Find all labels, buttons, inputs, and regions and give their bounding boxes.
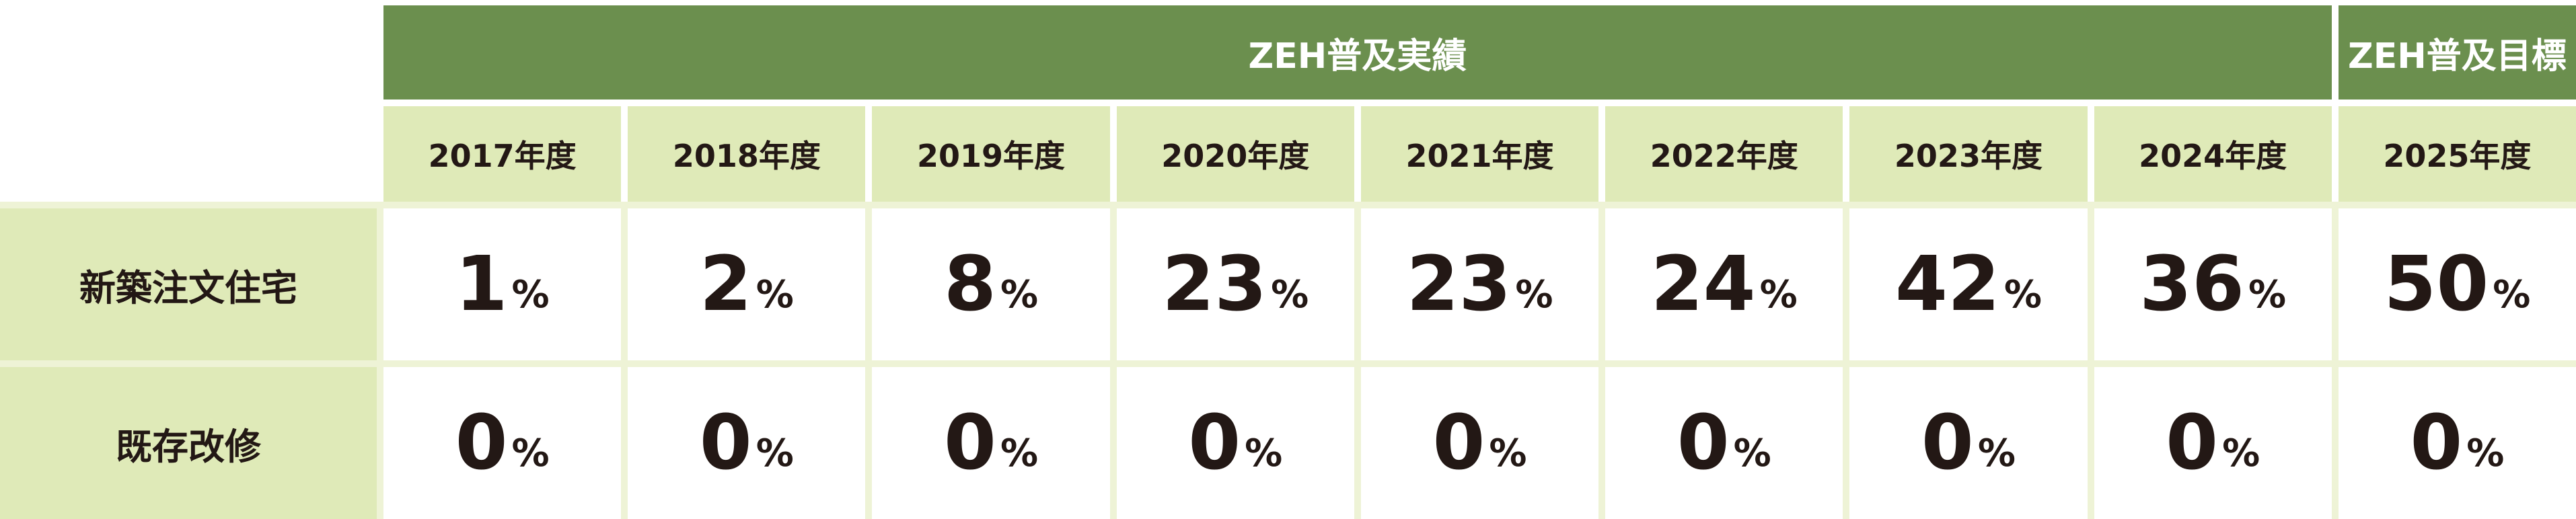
value-cell: 0%	[1605, 367, 1843, 519]
value-number: 0	[1677, 399, 1730, 487]
value-unit: %	[2003, 272, 2042, 317]
value-cell: 23%	[1116, 208, 1354, 360]
value-unit: %	[1000, 272, 1039, 317]
value-number: 0	[1188, 399, 1241, 487]
value-unit: %	[2222, 431, 2260, 475]
value-number: 0	[944, 399, 996, 487]
value-unit: %	[756, 272, 794, 317]
value-number: 36	[2139, 241, 2245, 328]
value-cell: 0%	[1849, 367, 2088, 519]
value-cell: 2%	[628, 208, 866, 360]
value-cell: 36%	[2094, 208, 2332, 360]
year-header: 2023年度	[1849, 106, 2088, 202]
value-cell: 42%	[1849, 208, 2088, 360]
value-unit: %	[1759, 272, 1798, 317]
value-unit: %	[1489, 431, 1527, 475]
value-number: 8	[944, 241, 996, 328]
value-number: 0	[1432, 399, 1485, 487]
year-header: 2018年度	[628, 106, 866, 202]
value-unit: %	[1977, 431, 2016, 475]
value-cell: 50%	[2338, 208, 2576, 360]
year-header: 2019年度	[872, 106, 1110, 202]
row-header: 新築注文住宅	[0, 208, 377, 360]
value-number: 42	[1894, 241, 2000, 328]
value-cell: 23%	[1360, 208, 1599, 360]
value-unit: %	[1245, 431, 1283, 475]
value-number: 2	[699, 241, 752, 328]
value-number: 23	[1406, 241, 1512, 328]
value-number: 50	[2384, 241, 2489, 328]
value-number: 23	[1162, 241, 1267, 328]
year-header: 2020年度	[1116, 106, 1354, 202]
value-number: 0	[1921, 399, 1974, 487]
value-number: 24	[1650, 241, 1756, 328]
value-unit: %	[511, 272, 550, 317]
year-header: 2024年度	[2094, 106, 2332, 202]
value-cell: 24%	[1605, 208, 1843, 360]
value-unit: %	[1271, 272, 1309, 317]
value-cell: 0%	[2094, 367, 2332, 519]
year-header: 2021年度	[1360, 106, 1599, 202]
row-header: 既存改修	[0, 367, 377, 519]
value-unit: %	[1515, 272, 1553, 317]
value-unit: %	[511, 431, 550, 475]
value-unit: %	[2466, 431, 2505, 475]
year-header: 2017年度	[383, 106, 622, 202]
value-number: 1	[455, 241, 508, 328]
group-header: ZEH普及実績	[383, 5, 2332, 99]
value-number: 0	[2410, 399, 2463, 487]
value-unit: %	[1000, 431, 1039, 475]
value-cell: 0%	[872, 367, 1110, 519]
value-unit: %	[2248, 272, 2287, 317]
value-number: 0	[2166, 399, 2219, 487]
value-cell: 1%	[383, 208, 622, 360]
group-header: ZEH普及目標	[2338, 5, 2576, 99]
value-unit: %	[1733, 431, 1771, 475]
year-header: 2022年度	[1605, 106, 1843, 202]
value-cell: 0%	[1116, 367, 1354, 519]
value-number: 0	[455, 399, 508, 487]
value-cell: 0%	[383, 367, 622, 519]
value-cell: 8%	[872, 208, 1110, 360]
value-number: 0	[699, 399, 752, 487]
value-cell: 0%	[628, 367, 866, 519]
value-unit: %	[2493, 272, 2531, 317]
value-cell: 0%	[1360, 367, 1599, 519]
value-cell: 0%	[2338, 367, 2576, 519]
year-header: 2025年度	[2338, 106, 2576, 202]
value-unit: %	[756, 431, 794, 475]
